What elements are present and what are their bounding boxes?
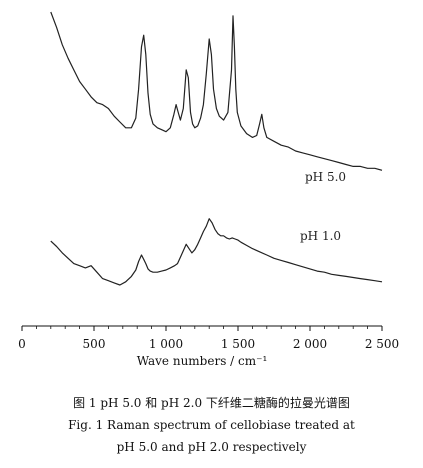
series-line-1 (50, 11, 383, 171)
x-tick-label: 1 000 (149, 337, 183, 351)
x-tick-label: 2 500 (365, 337, 399, 351)
series-line-2 (50, 218, 383, 286)
caption-english-line2: pH 5.0 and pH 2.0 respectively (116, 440, 307, 454)
x-tick-label: 1 500 (221, 337, 255, 351)
x-tick-label: 500 (83, 337, 106, 351)
series-annotation-1: pH 5.0 (305, 170, 346, 184)
raman-spectrum-chart: pH 5.0 pH 1.0 0 500 1 000 1 500 2 000 2 500 Wav… (18, 11, 399, 368)
series-annotation-2: pH 1.0 (300, 229, 341, 243)
caption-chinese: 图 1 pH 5.0 和 pH 2.0 下纤维二糖酶的拉曼光谱图 (73, 396, 350, 410)
x-tick-label: 2 000 (293, 337, 327, 351)
series-layer (50, 11, 383, 286)
caption-english-line1: Fig. 1 Raman spectrum of cellobiase trea… (68, 418, 355, 432)
x-axis: 0 500 1 000 1 500 2 000 2 500 Wave numbers / c… (18, 325, 399, 368)
x-tick-label: 0 (18, 337, 26, 351)
annotation-layer: pH 5.0 pH 1.0 (300, 170, 346, 243)
x-axis-label: Wave numbers / cm⁻¹ (137, 354, 268, 368)
